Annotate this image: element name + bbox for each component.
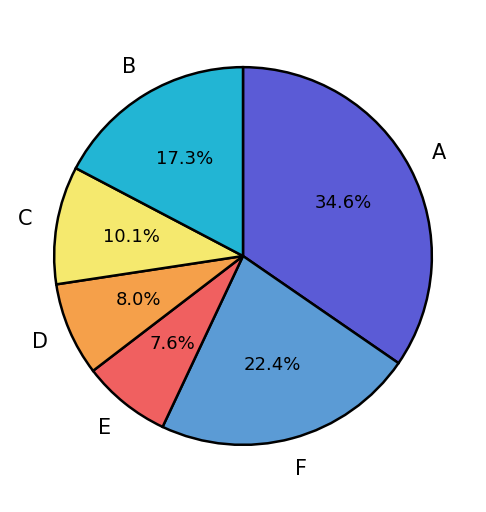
Wedge shape <box>243 67 432 363</box>
Text: 10.1%: 10.1% <box>103 228 160 246</box>
Text: 17.3%: 17.3% <box>156 150 213 168</box>
Wedge shape <box>54 168 243 284</box>
Wedge shape <box>56 256 243 371</box>
Text: C: C <box>18 209 33 229</box>
Text: A: A <box>432 143 446 163</box>
Text: B: B <box>122 57 136 77</box>
Wedge shape <box>93 256 243 427</box>
Text: D: D <box>32 332 48 352</box>
Text: E: E <box>98 418 111 438</box>
Wedge shape <box>76 67 243 256</box>
Text: F: F <box>295 459 307 479</box>
Text: 8.0%: 8.0% <box>116 291 161 309</box>
Text: 34.6%: 34.6% <box>314 194 372 212</box>
Text: 22.4%: 22.4% <box>244 356 301 374</box>
Wedge shape <box>163 256 399 445</box>
Text: 7.6%: 7.6% <box>149 335 195 353</box>
